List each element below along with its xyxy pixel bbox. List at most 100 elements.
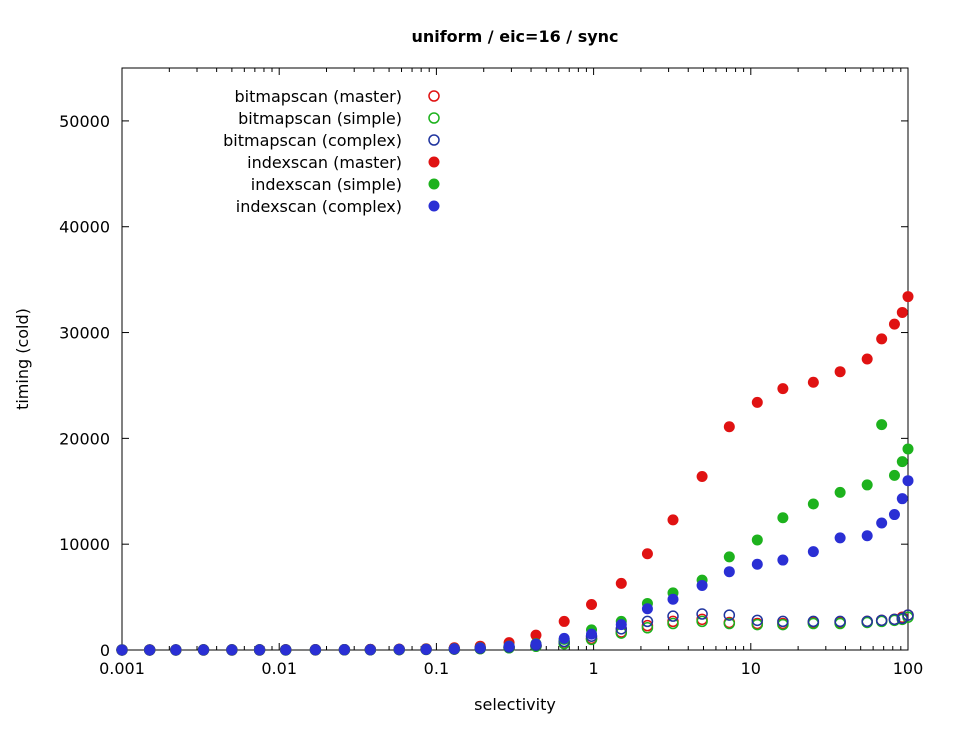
data-point bbox=[696, 579, 708, 591]
legend-label: bitmapscan (simple) bbox=[238, 109, 402, 128]
data-point bbox=[861, 615, 873, 628]
data-point bbox=[834, 615, 846, 628]
chart-title: uniform / eic=16 / sync bbox=[411, 27, 618, 46]
x-tick-label: 100 bbox=[893, 659, 924, 678]
data-point bbox=[420, 643, 432, 655]
data-point bbox=[254, 644, 266, 656]
data-point bbox=[888, 318, 900, 330]
legend-marker bbox=[428, 134, 440, 146]
data-point bbox=[834, 486, 846, 498]
legend-entry: bitmapscan (master) bbox=[235, 87, 440, 106]
y-axis-label: timing (cold) bbox=[13, 308, 32, 410]
data-point bbox=[503, 640, 515, 652]
data-point bbox=[888, 509, 900, 521]
data-point bbox=[641, 615, 654, 628]
legend-entry: indexscan (simple) bbox=[251, 175, 440, 194]
data-point bbox=[777, 554, 789, 566]
data-point bbox=[902, 291, 914, 303]
legend-entry: indexscan (master) bbox=[247, 153, 440, 172]
data-point bbox=[226, 644, 238, 656]
series-indexscan-simple bbox=[116, 419, 914, 656]
data-point bbox=[751, 534, 763, 546]
legend-label: indexscan (complex) bbox=[236, 197, 402, 216]
data-point bbox=[834, 366, 846, 378]
data-point bbox=[723, 421, 735, 433]
y-tick-label: 30000 bbox=[59, 324, 110, 343]
data-point bbox=[777, 383, 789, 395]
data-point bbox=[448, 643, 460, 655]
data-point bbox=[807, 546, 819, 558]
data-point bbox=[696, 615, 708, 628]
legend-entry: indexscan (complex) bbox=[236, 197, 440, 216]
legend-entry: bitmapscan (complex) bbox=[223, 131, 440, 150]
data-point bbox=[902, 609, 914, 621]
x-axis-label: selectivity bbox=[474, 695, 556, 714]
data-point bbox=[474, 642, 486, 654]
data-point bbox=[723, 551, 735, 563]
data-point bbox=[615, 619, 627, 631]
y-tick-label: 40000 bbox=[59, 218, 110, 237]
data-point bbox=[807, 498, 819, 510]
data-point bbox=[280, 644, 292, 656]
series-indexscan-complex bbox=[116, 475, 914, 656]
data-point bbox=[667, 617, 679, 630]
data-point bbox=[364, 644, 376, 656]
x-tick-label: 1 bbox=[589, 659, 599, 678]
data-point bbox=[170, 644, 182, 656]
data-point bbox=[530, 638, 542, 650]
x-tick-label: 0.001 bbox=[99, 659, 145, 678]
data-point bbox=[896, 306, 908, 318]
data-point bbox=[876, 419, 888, 431]
data-point bbox=[586, 628, 598, 640]
data-point bbox=[751, 396, 763, 408]
y-tick-label: 50000 bbox=[59, 112, 110, 131]
legend-label: bitmapscan (complex) bbox=[223, 131, 402, 150]
data-point bbox=[641, 603, 653, 615]
data-point bbox=[834, 532, 846, 544]
y-tick-label: 0 bbox=[100, 641, 110, 660]
data-point bbox=[558, 632, 570, 644]
data-point bbox=[667, 593, 679, 605]
legend-label: indexscan (master) bbox=[247, 153, 402, 172]
data-point bbox=[888, 469, 900, 481]
legend-label: indexscan (simple) bbox=[251, 175, 402, 194]
data-point bbox=[144, 644, 156, 656]
data-point bbox=[723, 566, 735, 578]
data-point bbox=[896, 612, 909, 625]
plot-border bbox=[121, 67, 909, 651]
data-point bbox=[876, 333, 888, 345]
data-point bbox=[896, 493, 908, 505]
x-tick-label: 10 bbox=[741, 659, 761, 678]
data-point bbox=[338, 644, 350, 656]
data-point bbox=[641, 622, 654, 634]
data-point bbox=[861, 479, 873, 491]
data-point bbox=[116, 644, 128, 656]
data-point bbox=[530, 629, 542, 641]
data-point bbox=[861, 530, 873, 542]
x-tick-label: 0.1 bbox=[424, 659, 449, 678]
data-point bbox=[896, 456, 908, 468]
legend-marker bbox=[428, 200, 440, 212]
y-tick-label: 20000 bbox=[59, 429, 110, 448]
legend-marker bbox=[428, 178, 440, 190]
axes: 0 10000 20000 30000 40000 50000 0.001 0.01 0.1 1 1… bbox=[59, 68, 923, 678]
data-point bbox=[667, 610, 679, 622]
data-point bbox=[807, 376, 819, 388]
data-point bbox=[309, 644, 321, 656]
x-tick-label: 0.01 bbox=[261, 659, 297, 678]
legend-marker bbox=[428, 156, 440, 168]
data-point bbox=[751, 614, 764, 627]
data-point bbox=[667, 514, 679, 526]
legend-label: bitmapscan (master) bbox=[235, 87, 403, 106]
data-point bbox=[723, 609, 736, 621]
data-point bbox=[861, 353, 873, 365]
series-indexscan-master bbox=[116, 291, 914, 656]
data-point bbox=[807, 615, 820, 628]
data-point bbox=[777, 615, 789, 628]
data-point bbox=[696, 608, 708, 620]
data-point bbox=[751, 558, 763, 570]
legend-marker bbox=[428, 90, 440, 102]
data-point bbox=[902, 443, 914, 455]
data-point bbox=[888, 613, 901, 626]
